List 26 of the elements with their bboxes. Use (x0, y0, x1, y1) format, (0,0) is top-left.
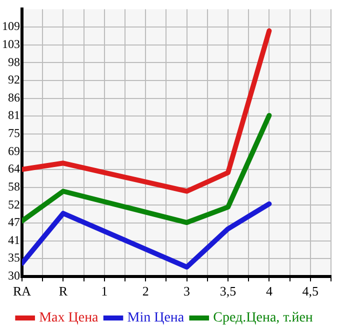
x-tick-label: R (58, 284, 68, 299)
x-tick-label: 3 (184, 284, 190, 299)
y-tick-label: 86 (8, 90, 20, 104)
legend-label: Max Цена (39, 310, 100, 326)
x-tick-label: 2 (142, 284, 149, 299)
y-tick-label: 52 (8, 197, 20, 212)
x-tick-label: 4 (266, 284, 273, 299)
y-tick-label: 69 (8, 144, 20, 158)
y-tick-label: 92 (8, 72, 20, 87)
x-tick-label: RA (12, 284, 32, 299)
y-tick-label: 98 (8, 54, 20, 69)
y-tick-label: 47 (8, 215, 20, 230)
legend-label: Сред.Цена, т.йен (213, 310, 314, 326)
y-tick-label: 64 (8, 162, 20, 176)
x-tick-label: 4,5 (302, 284, 319, 299)
legend-label: Min Цена (127, 310, 185, 326)
y-tick-label: 58 (8, 179, 20, 194)
y-tick-label: 81 (8, 108, 20, 122)
y-tick-label: 109 (2, 19, 20, 34)
y-tick-label: 103 (2, 36, 20, 51)
x-tick-label: 1 (101, 284, 108, 299)
x-tick-label: 3,5 (220, 284, 236, 299)
y-tick-label: 75 (8, 126, 20, 140)
y-tick-label: 41 (8, 232, 20, 247)
y-tick-label: 35 (8, 250, 20, 265)
y-tick-label: 30 (8, 268, 20, 283)
